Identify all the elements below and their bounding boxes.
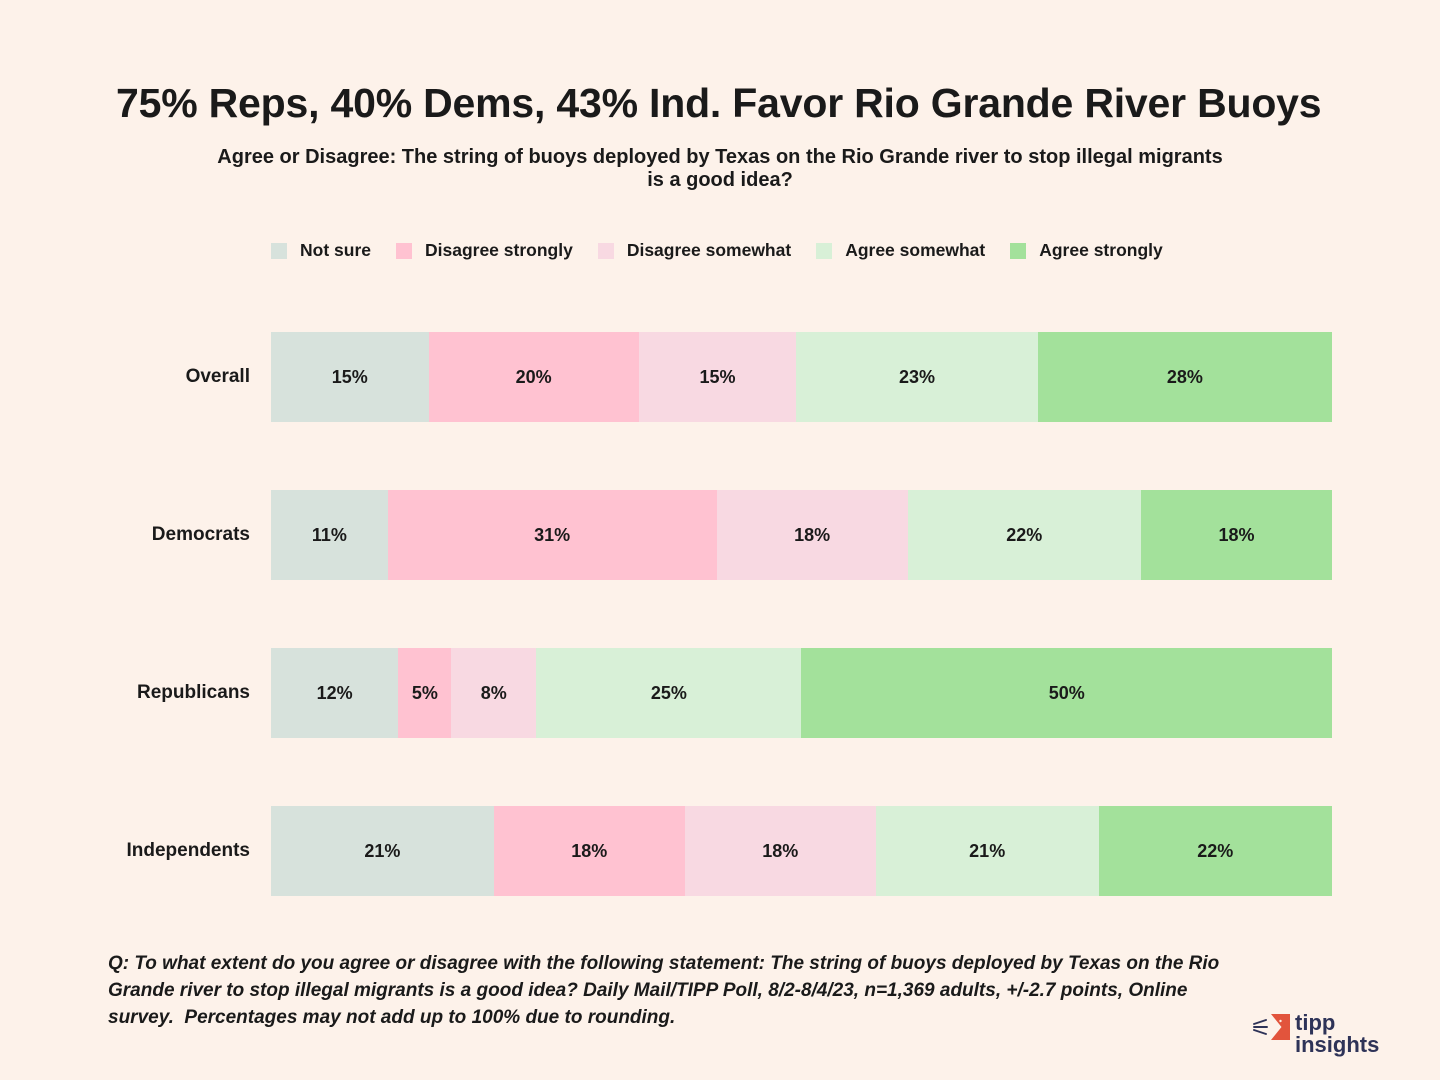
- svg-text:insights: insights: [1295, 1032, 1379, 1057]
